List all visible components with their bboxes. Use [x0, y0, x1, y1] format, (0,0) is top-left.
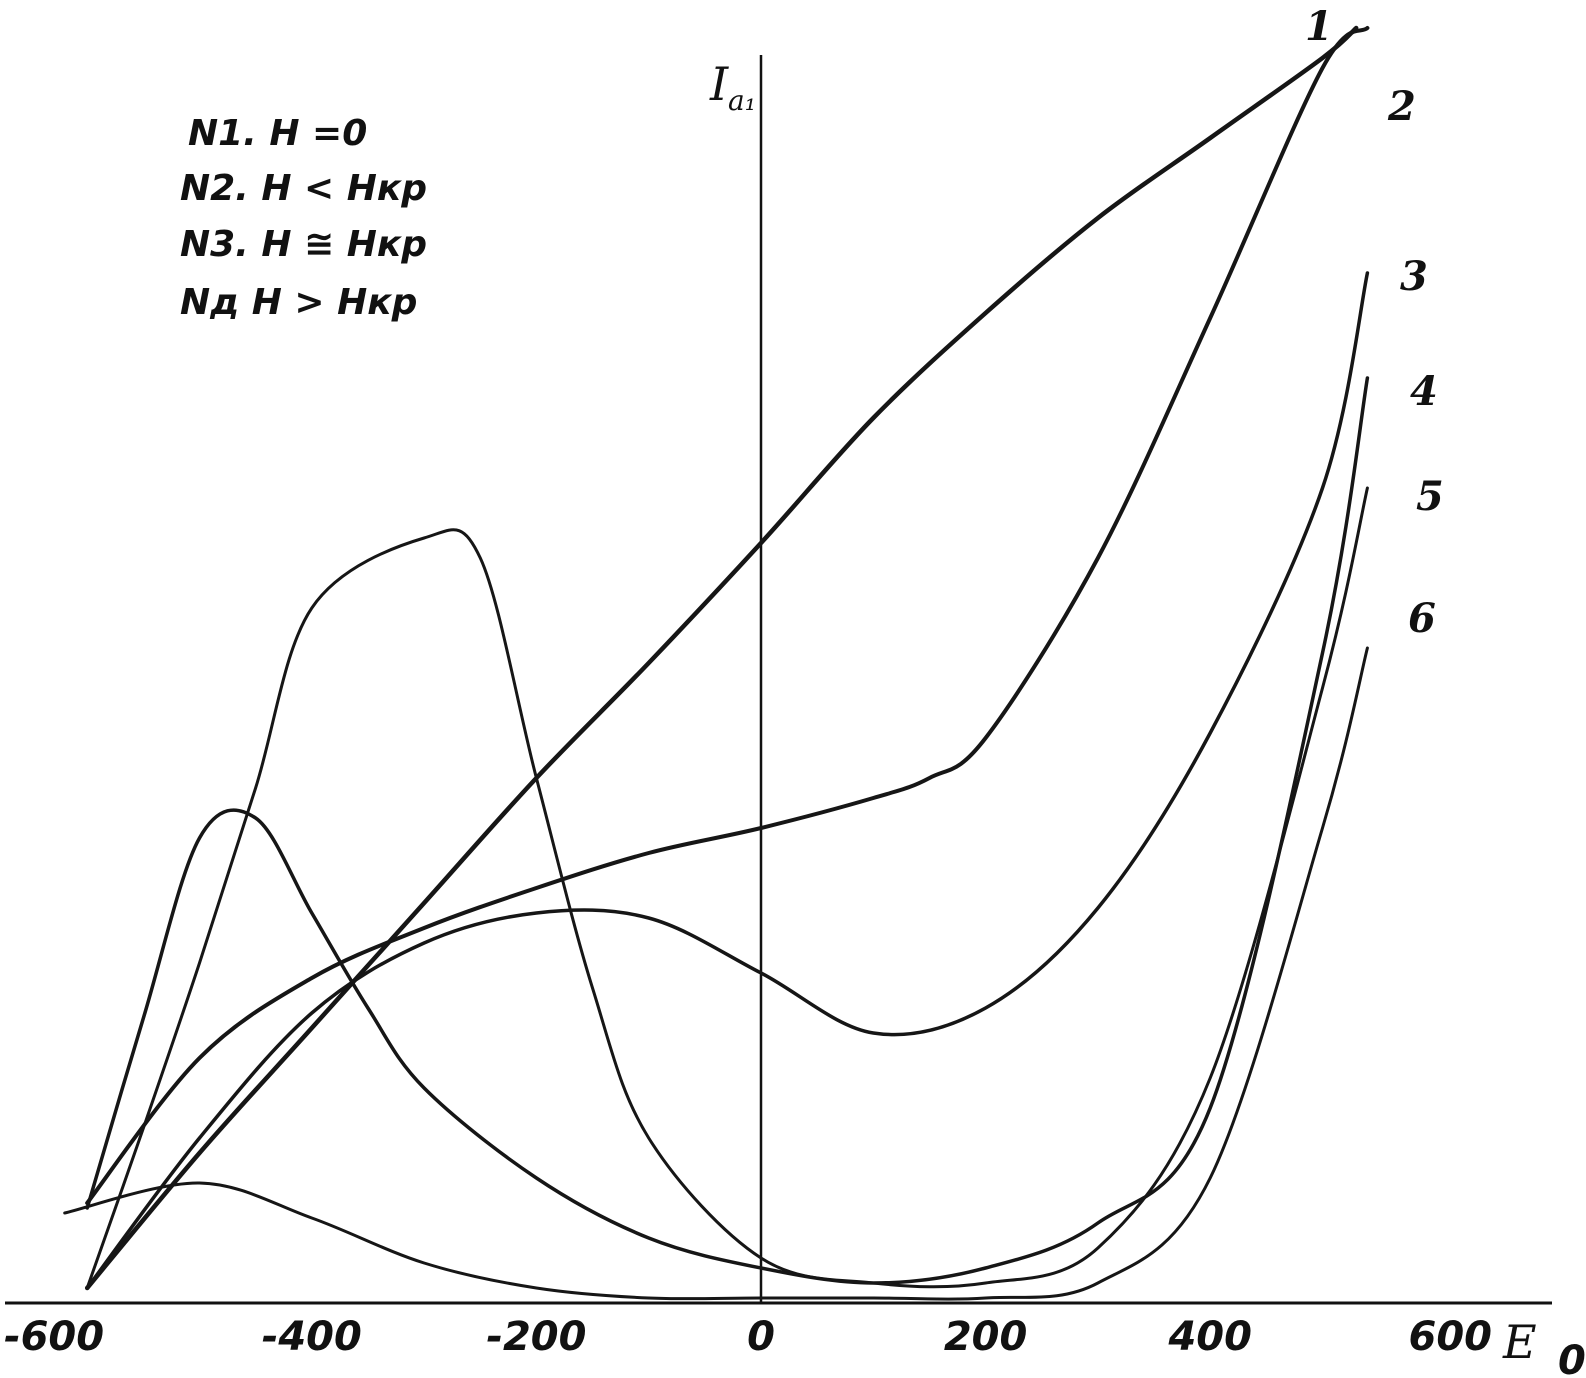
curve-3 [85, 271, 1370, 1290]
x-axis-corner-label: 0 [1558, 1338, 1586, 1378]
legend-entry-4: Nд H > Hкр [180, 282, 417, 323]
legend-entry-3: N3. H ≅ Hкр [180, 224, 427, 265]
curve-4 [85, 376, 1370, 1285]
legend: N1. H =0 N2. H < Hкр N3. H ≅ Hкр Nд H > … [180, 113, 427, 323]
curve-1 [84, 25, 1359, 1291]
curve-2 [85, 26, 1370, 1205]
curves-group [63, 25, 1370, 1301]
curve-labels: 1 2 3 4 5 6 [1305, 3, 1444, 642]
curve-label-3: 3 [1400, 253, 1428, 300]
x-tick-label: -600 [4, 1314, 104, 1360]
curve-label-5: 5 [1416, 473, 1444, 520]
curve-6 [63, 646, 1369, 1301]
x-tick-label: 200 [944, 1314, 1028, 1360]
curve-label-2: 2 [1387, 83, 1416, 130]
legend-entry-2: N2. H < Hкр [180, 168, 427, 209]
curve-label-1: 1 [1305, 3, 1333, 50]
x-tick-label: 400 [1167, 1314, 1252, 1360]
curve-label-6: 6 [1408, 595, 1436, 642]
legend-entry-1: N1. H =0 [188, 113, 367, 154]
y-axis-title: I [709, 57, 729, 111]
x-tick-label: -400 [262, 1314, 362, 1360]
y-axis-label: I a₁ [709, 57, 756, 117]
x-tick-label: 0 [747, 1314, 775, 1360]
x-tick-label: -200 [486, 1314, 586, 1360]
y-axis-subscript: a₁ [728, 84, 756, 117]
x-axis-title: E [1502, 1315, 1537, 1369]
curve-5 [85, 486, 1369, 1290]
curve-label-4: 4 [1410, 368, 1438, 415]
x-tick-label: 600 [1409, 1314, 1493, 1360]
axes [5, 55, 1552, 1305]
tick-labels: -600 -400 -200 0 200 400 600 [4, 1314, 1492, 1360]
